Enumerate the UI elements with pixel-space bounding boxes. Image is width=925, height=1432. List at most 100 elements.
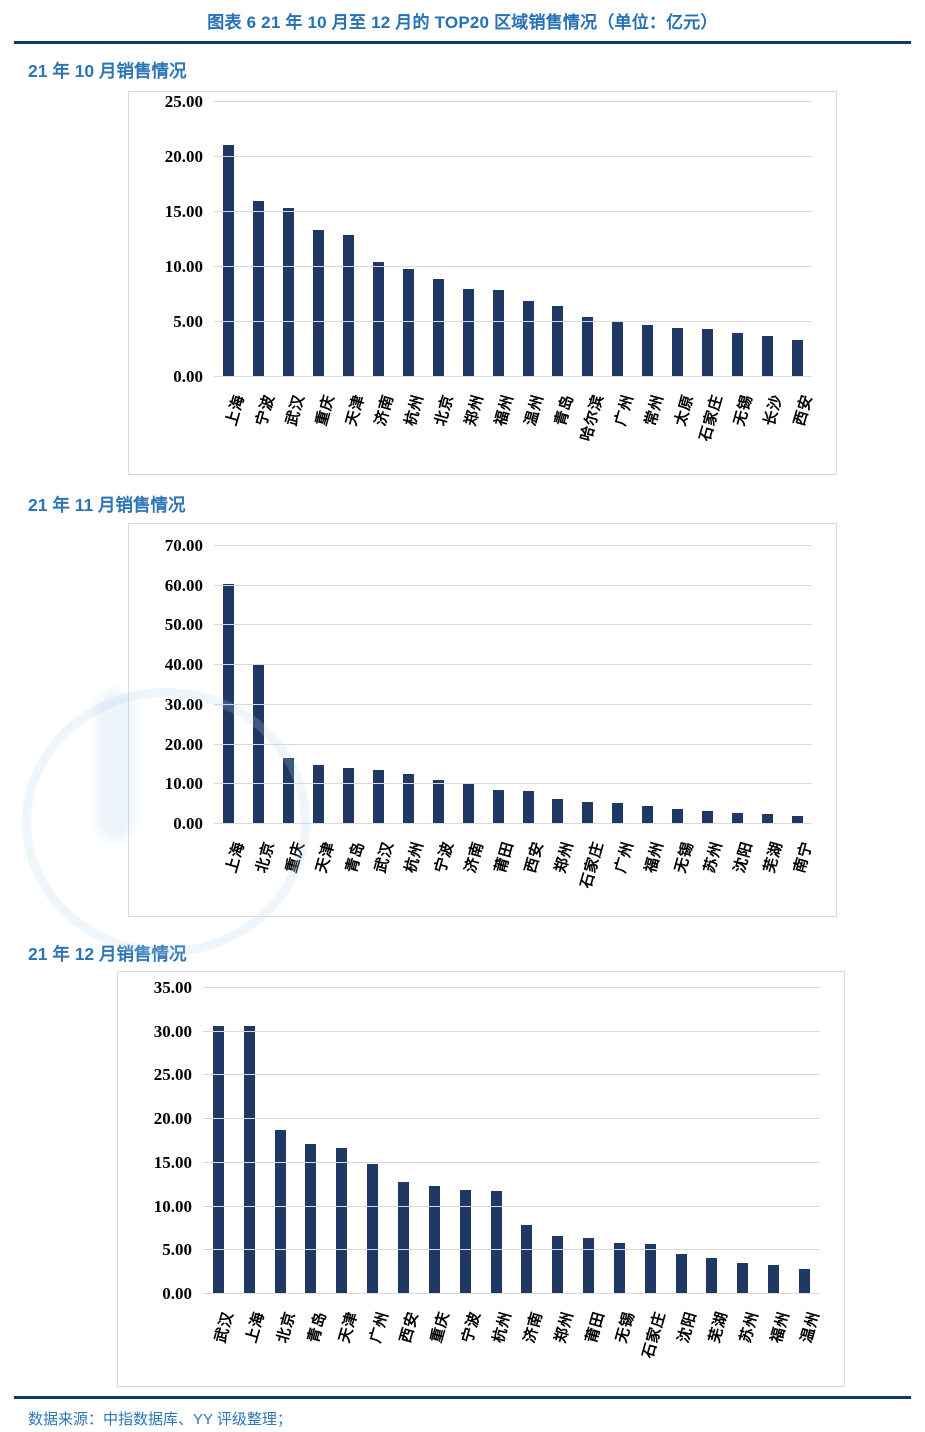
bar-武汉	[212, 1025, 224, 1294]
gridline	[214, 584, 812, 586]
bar-哈尔滨	[582, 316, 594, 377]
bar-slot	[481, 988, 512, 1294]
bar-slot	[423, 546, 453, 824]
bar-slot	[450, 988, 481, 1294]
bars	[214, 102, 812, 377]
section-october: 21 年 10 月销售情况 0.00 5.00 10.00 15.00 20.00 25.…	[0, 60, 925, 475]
x-axis-label-slot: 西安	[388, 1294, 422, 1386]
bar-广州	[612, 802, 624, 824]
bar-slot	[304, 546, 334, 824]
x-axis-label-slot: 无锡	[604, 1294, 638, 1386]
bar-青岛	[552, 305, 564, 377]
bar-slot	[782, 102, 812, 377]
bar-沈阳	[731, 812, 743, 824]
x-axis-label-slot: 苏州	[727, 1294, 762, 1386]
x-axis-label-slot: 武汉	[364, 824, 397, 916]
bar-slot	[483, 102, 513, 377]
x-axis-label-slot: 宁波	[244, 377, 278, 474]
bar-福州	[768, 1265, 780, 1294]
x-axis-label-slot: 西安	[513, 824, 547, 916]
section-heading-december: 21 年 12 月销售情况	[28, 944, 187, 964]
gridline	[214, 624, 812, 626]
x-axis-label-slot: 宁波	[423, 824, 457, 916]
x-axis-label-slot: 长沙	[752, 377, 786, 474]
x-axis-labels: 武汉 上海 北京 青岛 天津 广州 西安 重庆 宁波 杭州 济南 郑州 莆田 无锡 石家庄 沈阳 芜湖 苏州 福州温…	[203, 1294, 823, 1386]
gridline	[203, 1118, 820, 1120]
bar-温州	[522, 301, 534, 377]
bar-武汉	[372, 770, 384, 824]
bar-南宁	[791, 815, 803, 824]
x-axis-label-slot: 西安	[782, 377, 816, 474]
bar-杭州	[402, 269, 414, 377]
x-axis-label-slot: 武汉	[203, 1294, 237, 1386]
section-december: 21 年 12 月销售情况 0.00 5.00 10.00 15.00 20.00 25.…	[0, 943, 925, 1387]
gridline	[214, 101, 812, 102]
gridline	[203, 1030, 820, 1032]
gridline	[214, 823, 812, 824]
bar-chart-october: 0.00 5.00 10.00 15.00 20.00 25.00 上海 宁波 武汉 重庆 天津济…	[128, 91, 837, 475]
x-axis-label-slot: 南宁	[782, 824, 816, 916]
bar-上海	[243, 1026, 255, 1294]
bar-常州	[642, 325, 654, 377]
bar-slot	[722, 102, 752, 377]
bar-石家庄	[582, 801, 594, 824]
bar-slot	[364, 102, 394, 377]
bar-slot	[758, 988, 789, 1294]
gridline	[214, 156, 812, 157]
gridline	[214, 664, 812, 666]
bar-济南	[462, 783, 474, 824]
x-axis-label-slot: 福州	[483, 377, 517, 474]
bar-广州	[367, 1163, 379, 1294]
x-axis-label-slot: 广州	[357, 1294, 392, 1386]
bar-slot	[388, 988, 419, 1294]
x-axis-label-slot: 莆田	[573, 1294, 608, 1386]
bar-温州	[798, 1268, 810, 1294]
bar-slot	[573, 546, 603, 824]
bar-广州	[612, 322, 624, 377]
bar-slot	[542, 988, 573, 1294]
gridline	[203, 987, 820, 988]
x-axis-label-slot: 温州	[513, 377, 547, 474]
bar-slot	[423, 102, 453, 377]
gridline	[214, 743, 812, 745]
bar-郑州	[552, 798, 564, 824]
bar-青岛	[305, 1143, 317, 1294]
bar-slot	[244, 102, 274, 377]
plot-area: 0.00 5.00 10.00 15.00 20.00 25.00 30.00 35.00	[154, 979, 820, 1302]
section-heading-october: 21 年 10 月销售情况	[28, 61, 187, 81]
x-axis-label-slot: 济南	[511, 1294, 546, 1386]
bar-slot	[752, 102, 782, 377]
bar-郑州	[552, 1236, 564, 1294]
bar-slot	[635, 988, 666, 1294]
bar-武汉	[283, 207, 295, 377]
x-axis-labels: 上海 宁波 武汉 重庆 天津 济南 杭州 北京 郑州 福州 温州 青岛 哈尔滨 广州 常州 太原 石家庄 无锡 长沙…	[214, 377, 816, 474]
bar-苏州	[737, 1262, 749, 1294]
bar-芜湖	[706, 1258, 718, 1294]
bar-chart-december: 0.00 5.00 10.00 15.00 20.00 25.00 30.00 35.00 武…	[117, 971, 845, 1387]
gridline	[214, 545, 812, 546]
bar-slot	[334, 102, 364, 377]
x-axis-label-slot: 上海	[234, 1294, 268, 1386]
bar-slot	[419, 988, 450, 1294]
x-axis-label-slot: 芜湖	[697, 1294, 731, 1386]
bar-slot	[513, 102, 543, 377]
bar-杭州	[402, 774, 414, 824]
x-axis-label: 温州	[798, 1309, 824, 1345]
bar-福州	[492, 290, 504, 377]
bar-济南	[372, 261, 384, 377]
x-axis-label-slot: 沈阳	[722, 824, 756, 916]
x-axis-label-slot: 郑州	[542, 1294, 577, 1386]
gridline	[214, 321, 812, 322]
bar-slot	[663, 546, 693, 824]
footer-divider-line	[14, 1396, 911, 1399]
bar-slot	[697, 988, 728, 1294]
x-axis-label-slot: 莆田	[483, 824, 517, 916]
section-heading-november: 21 年 11 月销售情况	[28, 495, 186, 515]
bar-slot	[513, 546, 543, 824]
bar-天津	[343, 235, 355, 377]
bar-莆田	[492, 790, 504, 824]
x-axis-label-slot: 天津	[304, 824, 338, 916]
bar-天津	[336, 1148, 348, 1294]
x-axis-label-slot: 青岛	[334, 824, 368, 916]
x-axis-label-slot: 武汉	[274, 377, 308, 474]
